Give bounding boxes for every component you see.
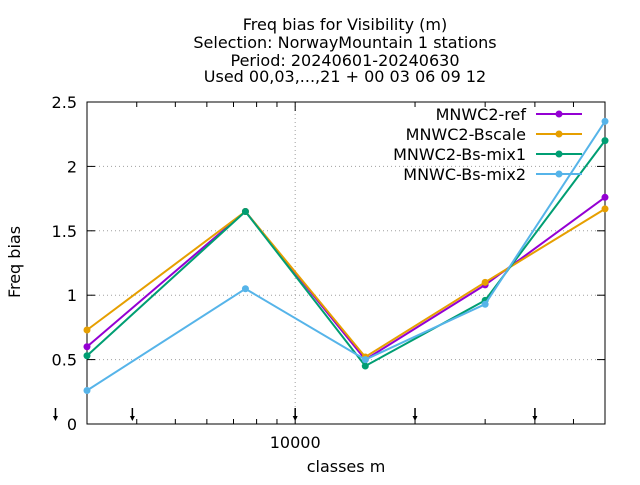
legend-marker bbox=[555, 150, 563, 158]
x-axis-label: classes m bbox=[307, 457, 386, 476]
series-point bbox=[601, 193, 609, 201]
chart-title-line: Selection: NorwayMountain 1 stations bbox=[193, 33, 496, 52]
y-tick-label: 2 bbox=[67, 157, 77, 176]
series-point bbox=[241, 285, 249, 293]
legend-marker bbox=[555, 110, 563, 118]
chart-title: Freq bias for Visibility (m) Selection: … bbox=[193, 15, 496, 86]
legend-label: MNWC2-ref bbox=[436, 105, 527, 124]
series-point bbox=[83, 387, 91, 395]
y-axis-label: Freq bias bbox=[5, 226, 24, 298]
series-point bbox=[481, 278, 489, 286]
y-tick-label: 0 bbox=[67, 415, 77, 434]
x-arrow-mark-head bbox=[412, 416, 418, 421]
legend-label: MNWC2-Bscale bbox=[406, 125, 526, 144]
plot-border bbox=[86, 101, 606, 425]
series-point bbox=[241, 207, 249, 215]
y-tick-label: 2.5 bbox=[52, 93, 77, 112]
series-point bbox=[83, 326, 91, 334]
legend-marker bbox=[555, 170, 563, 178]
x-arrow-mark-head bbox=[532, 416, 538, 421]
chart-title-line: Period: 20240601-20240630 bbox=[230, 51, 459, 70]
series-point bbox=[481, 300, 489, 308]
y-tick-label: 1.5 bbox=[52, 222, 77, 241]
gridlines bbox=[87, 102, 605, 424]
axes: 0 0.5 1 1.5 2 2.5 10000 bbox=[52, 93, 606, 452]
series-point bbox=[83, 343, 91, 351]
x-arrow-mark-head bbox=[52, 416, 58, 421]
series-lines bbox=[83, 117, 609, 395]
series-point bbox=[601, 117, 609, 125]
series-point bbox=[601, 205, 609, 213]
y-tick-label: 0.5 bbox=[52, 351, 77, 370]
legend-marker bbox=[555, 130, 563, 138]
chart-title-line: Used 00,03,...,21 + 00 03 06 09 12 bbox=[204, 67, 486, 86]
chart-title-line: Freq bias for Visibility (m) bbox=[243, 15, 447, 34]
legend-label: MNWC-Bs-mix2 bbox=[403, 165, 526, 184]
legend-label: MNWC2-Bs-mix1 bbox=[393, 145, 526, 164]
series-point bbox=[361, 356, 369, 364]
x-arrow-mark-head bbox=[292, 416, 298, 421]
series-line bbox=[86, 196, 606, 361]
y-tick-label: 1 bbox=[67, 286, 77, 305]
x-arrow-mark-head bbox=[129, 416, 135, 421]
x-tick-label: 10000 bbox=[270, 433, 321, 452]
legend: MNWC2-refMNWC2-BscaleMNWC2-Bs-mix1MNWC-B… bbox=[393, 105, 582, 184]
series-point bbox=[361, 362, 369, 370]
series-point bbox=[83, 352, 91, 360]
series-point bbox=[601, 137, 609, 145]
